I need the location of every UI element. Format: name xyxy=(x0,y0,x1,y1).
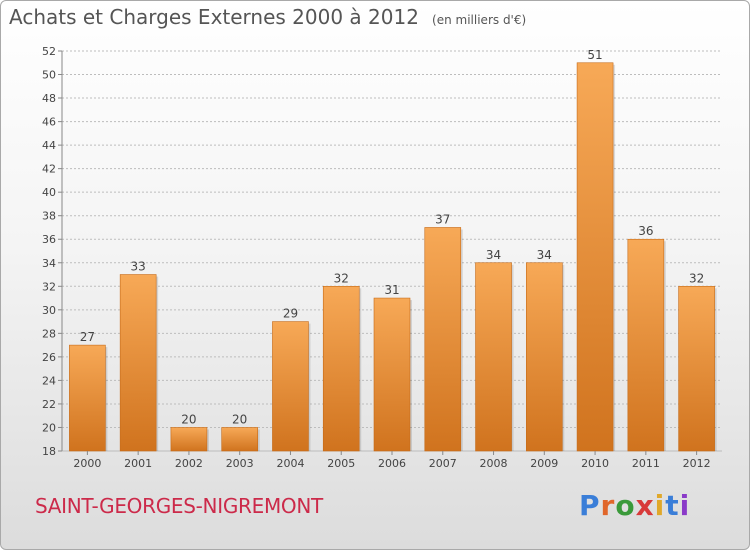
bar xyxy=(678,285,715,452)
y-tick-label: 40 xyxy=(42,186,56,199)
data-labels: 27 33 20 20 29 32 31 37 34 34 51 36 32 xyxy=(80,48,705,427)
x-tick-label: 2005 xyxy=(327,457,355,470)
data-label: 37 xyxy=(435,212,450,226)
commune-name: SAINT-GEORGES-NIGREMONT xyxy=(35,494,323,518)
data-label: 33 xyxy=(131,260,146,274)
y-tick-label: 18 xyxy=(42,445,56,458)
y-tick-label: 52 xyxy=(42,45,56,58)
y-tick-label: 20 xyxy=(42,421,56,434)
y-tick-label: 28 xyxy=(42,327,56,340)
y-tick-label: 38 xyxy=(42,210,56,223)
chart-subtitle: (en milliers d'€) xyxy=(432,13,527,27)
bar xyxy=(69,344,106,452)
x-tick-label: 2004 xyxy=(276,457,304,470)
y-tick-label: 26 xyxy=(42,351,56,364)
data-label: 29 xyxy=(283,307,298,321)
x-tick-label: 2007 xyxy=(429,457,457,470)
bar xyxy=(576,62,614,452)
bar xyxy=(272,321,309,452)
x-axis-ticks: 2000 2001 2002 2003 2004 2005 2006 2007 2008 2009… xyxy=(73,451,711,470)
x-tick-label: 2003 xyxy=(226,457,254,470)
bar xyxy=(170,427,208,452)
logo-letter: P xyxy=(579,489,601,522)
proxiti-logo: Proxiti xyxy=(579,489,690,522)
x-tick-label: 2012 xyxy=(683,457,711,470)
x-tick-label: 2011 xyxy=(632,457,660,470)
data-label: 31 xyxy=(384,283,399,297)
bar xyxy=(221,427,258,452)
bar xyxy=(373,297,411,452)
data-label: 20 xyxy=(232,412,247,426)
y-tick-label: 46 xyxy=(42,116,56,129)
y-tick-label: 48 xyxy=(42,92,56,105)
data-label: 27 xyxy=(80,330,95,344)
logo-letter: t xyxy=(665,489,680,522)
y-tick-label: 32 xyxy=(42,280,56,293)
x-tick-label: 2008 xyxy=(480,457,508,470)
logo-letter: i xyxy=(679,489,691,522)
y-tick-label: 22 xyxy=(42,398,56,411)
data-label: 51 xyxy=(587,48,602,62)
bars xyxy=(69,62,717,452)
x-tick-label: 2009 xyxy=(530,457,558,470)
x-tick-label: 2010 xyxy=(581,457,609,470)
data-label: 36 xyxy=(638,224,653,238)
x-tick-label: 2006 xyxy=(378,457,406,470)
y-tick-label: 42 xyxy=(42,163,56,176)
y-tick-label: 24 xyxy=(42,374,56,387)
logo-letter: o xyxy=(615,489,636,522)
y-tick-label: 50 xyxy=(42,69,56,82)
x-tick-label: 2001 xyxy=(124,457,152,470)
data-label: 32 xyxy=(689,271,704,285)
x-tick-label: 2002 xyxy=(175,457,203,470)
y-tick-label: 34 xyxy=(42,257,56,270)
x-tick-label: 2000 xyxy=(73,457,101,470)
y-tick-label: 44 xyxy=(42,139,56,152)
bar xyxy=(322,285,360,452)
chart-title: Achats et Charges Externes 2000 à 2012 xyxy=(9,5,419,29)
y-axis-ticks: 18 20 22 24 26 28 30 32 34 36 38 40 42 44 46 48 50 52 xyxy=(42,45,63,458)
data-label: 34 xyxy=(486,248,501,262)
title-row: Achats et Charges Externes 2000 à 2012 (… xyxy=(9,5,526,29)
data-label: 34 xyxy=(537,248,552,262)
y-tick-label: 36 xyxy=(42,233,56,246)
bar xyxy=(627,238,665,452)
data-label: 32 xyxy=(334,271,349,285)
bar xyxy=(119,274,157,452)
y-tick-label: 30 xyxy=(42,304,56,317)
bar xyxy=(424,227,462,452)
data-label: 20 xyxy=(181,412,196,426)
bar xyxy=(526,262,563,452)
logo-letter: x xyxy=(635,489,655,522)
bar xyxy=(475,262,512,452)
logo-letter: r xyxy=(600,489,616,522)
logo-letter: i xyxy=(654,489,666,522)
